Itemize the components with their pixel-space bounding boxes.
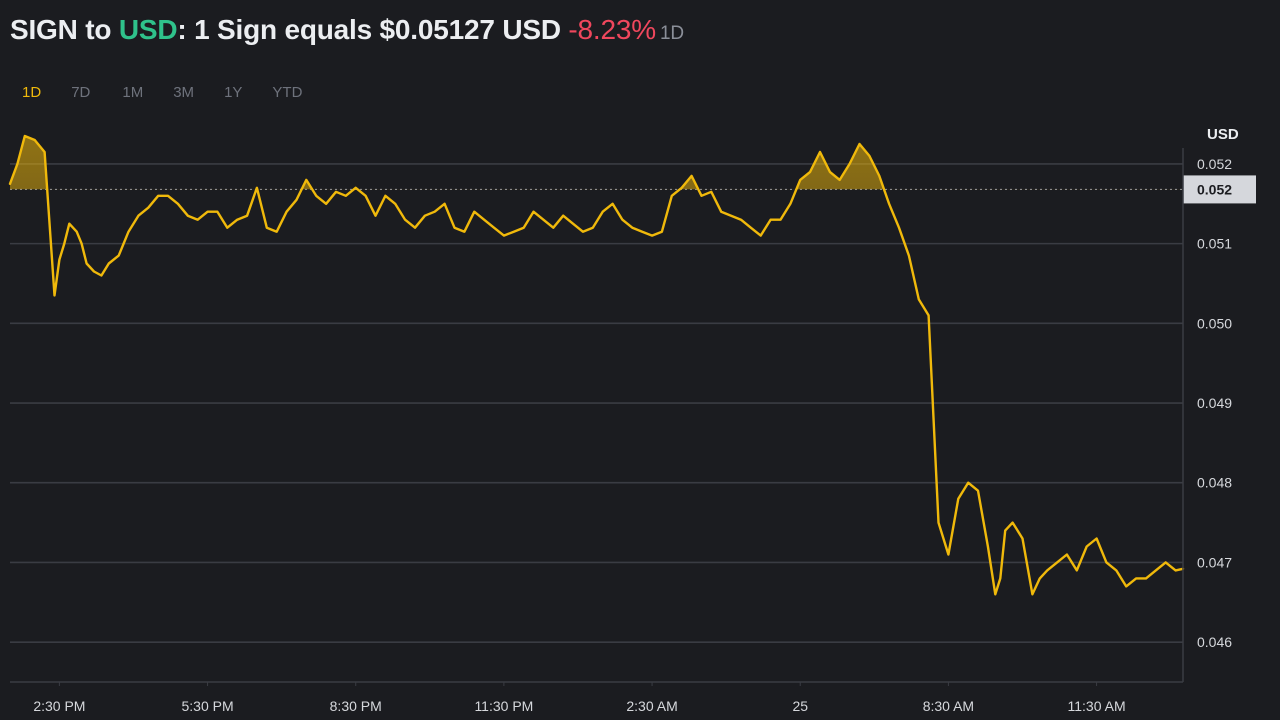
tab-ytd[interactable]: YTD xyxy=(272,84,303,101)
y-tick-label: 0.046 xyxy=(1197,634,1232,650)
grid-lines xyxy=(10,163,1183,643)
y-tick-label: 0.049 xyxy=(1197,395,1232,411)
x-tick-label: 11:30 AM xyxy=(1068,698,1126,714)
y-tick-label: 0.047 xyxy=(1197,554,1232,570)
change-percent: -8.23% xyxy=(568,14,656,45)
x-tick-label: 2:30 AM xyxy=(626,698,677,714)
y-axis: 0.046 0.047 0.048 0.049 0.050 0.051 0.052 USD xyxy=(1182,126,1239,682)
price-statement: : 1 Sign equals $0.05127 USD xyxy=(177,14,569,45)
change-period: 1D xyxy=(659,23,684,44)
peak-fill xyxy=(10,136,1183,190)
x-tick-label: 8:30 PM xyxy=(330,698,382,714)
y-tick-label: 0.048 xyxy=(1197,475,1232,491)
x-tick-label: 11:30 PM xyxy=(474,698,533,714)
tab-1d[interactable]: 1D xyxy=(22,84,42,101)
x-tick-label: 8:30 AM xyxy=(923,698,974,714)
tab-1m[interactable]: 1M xyxy=(122,84,144,101)
tab-3m[interactable]: 3M xyxy=(173,84,195,101)
tab-7d[interactable]: 7D xyxy=(71,84,91,101)
current-price-tag xyxy=(1183,175,1256,204)
y-tick-label: 0.050 xyxy=(1197,315,1232,331)
x-tick-label: 25 xyxy=(792,698,808,714)
y-tick-label: 0.052 xyxy=(1197,156,1232,172)
title-connector: to xyxy=(77,14,119,45)
peak-fill-area xyxy=(10,136,1183,190)
price-line xyxy=(8,134,1185,596)
price-series-line xyxy=(8,134,1185,596)
y-axis-unit-label: USD xyxy=(1207,126,1239,143)
timeframe-tabs: 1D 7D 1M 3M 1Y YTD xyxy=(22,84,332,101)
page-title: SIGN to USD: 1 Sign equals $0.05127 USD … xyxy=(10,14,684,46)
base-currency: SIGN xyxy=(10,14,78,45)
x-tick-label: 5:30 PM xyxy=(181,698,233,714)
x-axis: 2:30 PM 5:30 PM 8:30 PM 11:30 PM 2:30 AM 25 8:… xyxy=(10,681,1183,714)
quote-currency-link[interactable]: USD xyxy=(118,14,178,45)
x-tick-label: 2:30 PM xyxy=(33,698,85,714)
tab-1y[interactable]: 1Y xyxy=(224,84,243,101)
y-tick-label: 0.051 xyxy=(1197,236,1232,252)
current-price-tag-label: 0.052 xyxy=(1197,181,1232,197)
